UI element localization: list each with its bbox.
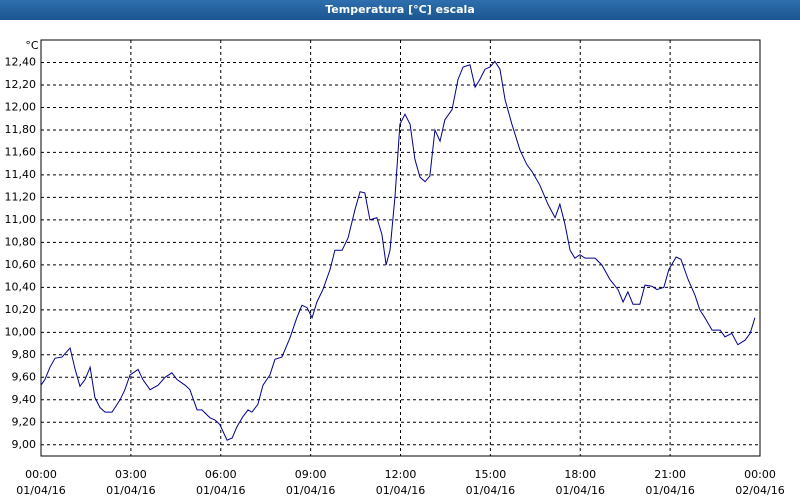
x-tick-label: 12:00 bbox=[385, 468, 417, 481]
x-tick-label: 06:00 bbox=[205, 468, 237, 481]
x-tick-date: 01/04/16 bbox=[106, 484, 155, 497]
y-tick-label: 11,60 bbox=[5, 145, 37, 158]
data-line bbox=[40, 60, 756, 441]
x-tick-label: 00:00 bbox=[25, 468, 57, 481]
y-tick-label: 10,60 bbox=[5, 258, 37, 271]
y-tick-label: 9,80 bbox=[12, 348, 37, 361]
y-tick-label: 10,00 bbox=[5, 325, 37, 338]
y-tick-label: 10,20 bbox=[5, 303, 37, 316]
y-tick-label: 11,20 bbox=[5, 190, 37, 203]
y-tick-label: 11,00 bbox=[5, 213, 37, 226]
x-tick-date: 01/04/16 bbox=[376, 484, 425, 497]
x-tick-label: 21:00 bbox=[654, 468, 686, 481]
x-tick-date: 01/04/16 bbox=[556, 484, 605, 497]
x-tick-date: 01/04/16 bbox=[466, 484, 515, 497]
y-tick-label: 12,40 bbox=[5, 55, 37, 68]
y-tick-label: 10,80 bbox=[5, 235, 37, 248]
y-tick-label: 12,20 bbox=[5, 78, 37, 91]
y-tick-label: 11,40 bbox=[5, 168, 37, 181]
x-tick-label: 15:00 bbox=[475, 468, 507, 481]
y-tick-label: 12,00 bbox=[5, 100, 37, 113]
y-tick-label: 10,40 bbox=[5, 280, 37, 293]
x-tick-label: 03:00 bbox=[115, 468, 147, 481]
x-tick-label: 18:00 bbox=[564, 468, 596, 481]
x-tick-label: 00:00 bbox=[744, 468, 776, 481]
y-tick-label: 11,80 bbox=[5, 123, 37, 136]
y-tick-label: 9,20 bbox=[12, 415, 37, 428]
y-tick-label: 9,60 bbox=[12, 370, 37, 383]
x-tick-label: 09:00 bbox=[295, 468, 327, 481]
x-tick-date: 01/04/16 bbox=[196, 484, 245, 497]
x-tick-date: 02/04/16 bbox=[735, 484, 784, 497]
y-tick-label: 9,40 bbox=[12, 393, 37, 406]
x-tick-date: 01/04/16 bbox=[286, 484, 335, 497]
title-bar bbox=[0, 0, 800, 20]
y-axis-label: °C bbox=[25, 39, 39, 52]
x-tick-date: 01/04/16 bbox=[16, 484, 65, 497]
x-tick-date: 01/04/16 bbox=[645, 484, 694, 497]
y-tick-label: 9,00 bbox=[12, 438, 37, 451]
chart-title: Temperatura [°C] escala bbox=[325, 3, 475, 16]
